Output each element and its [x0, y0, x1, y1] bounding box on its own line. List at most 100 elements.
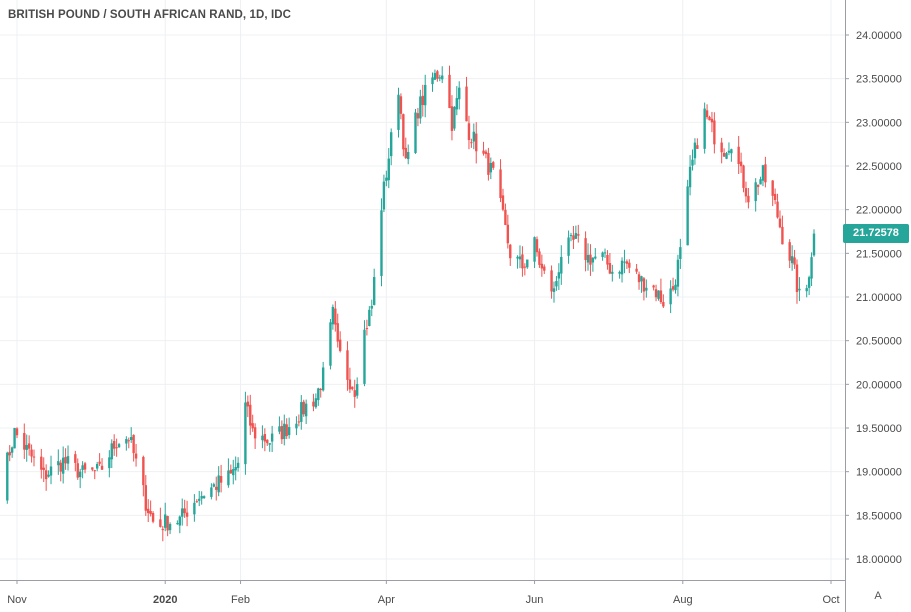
candle-body	[744, 188, 748, 197]
candle-body	[812, 233, 816, 256]
candle-body	[421, 95, 424, 106]
candle-body	[202, 496, 206, 499]
auto-scale-button[interactable]: A	[874, 590, 882, 602]
candle-body	[66, 456, 70, 464]
candle-body	[219, 476, 223, 483]
candle-body	[217, 475, 220, 493]
candle-body	[47, 474, 50, 477]
candle-body	[227, 470, 230, 486]
candle-body	[125, 438, 128, 444]
candle-body	[618, 271, 621, 274]
candle-body	[441, 75, 444, 80]
candle-body	[331, 306, 335, 325]
price-axis-label: 22.50000	[856, 161, 902, 173]
candle-body	[693, 142, 697, 159]
candle-body	[147, 508, 150, 514]
candle-body	[710, 118, 714, 123]
candle-body	[314, 398, 318, 408]
candle-body	[195, 501, 199, 503]
candle-body	[115, 447, 118, 449]
last-price-label: 21.72578	[843, 224, 909, 243]
candle-body	[13, 427, 16, 449]
candle-body	[722, 152, 726, 157]
candle-body	[516, 256, 519, 259]
candle-body	[645, 287, 648, 291]
candle-body	[795, 264, 799, 293]
candle-body	[372, 277, 376, 305]
candle-body	[448, 74, 451, 108]
candle-body	[108, 457, 111, 469]
price-axis-label: 21.00000	[856, 292, 902, 304]
price-axis-label: 18.50000	[856, 510, 902, 522]
candle-body	[81, 465, 84, 470]
candle-body	[671, 286, 675, 290]
candle-body	[465, 86, 468, 122]
candle-body	[676, 259, 680, 287]
candle-body	[781, 226, 784, 245]
candle-body	[176, 523, 179, 525]
candle-body	[234, 466, 237, 471]
candle-body	[302, 401, 305, 415]
candle-body	[83, 463, 87, 470]
candle-body	[287, 427, 291, 436]
candle-body	[635, 268, 638, 272]
candle-body	[776, 201, 779, 218]
candle-body	[482, 150, 485, 154]
candle-body	[159, 519, 162, 527]
candle-body	[688, 166, 692, 188]
candle-body	[810, 257, 813, 279]
candle-body	[25, 444, 28, 450]
candle-body	[540, 263, 544, 269]
candle-body	[523, 266, 527, 268]
candle-body	[535, 239, 539, 253]
candle-body	[49, 466, 53, 476]
candle-body	[754, 182, 757, 202]
candle-body	[506, 224, 510, 244]
candle-body	[200, 496, 203, 499]
candle-body	[662, 302, 665, 307]
candle-body	[161, 529, 164, 531]
candle-body	[761, 165, 765, 181]
candle-body	[419, 96, 422, 119]
candle-body	[730, 149, 733, 154]
candle-body	[42, 467, 45, 470]
candle-body	[557, 272, 561, 279]
candle-body	[61, 457, 65, 474]
candle-body	[127, 440, 130, 442]
candle-body	[215, 486, 218, 490]
candle-body	[117, 444, 121, 448]
candle-body	[560, 256, 563, 274]
candle-body	[249, 404, 252, 426]
candle-body	[424, 84, 427, 106]
time-axis-label: Aug	[673, 594, 693, 606]
candle-body	[334, 308, 337, 325]
candle-body	[594, 256, 597, 259]
candle-body	[472, 131, 476, 142]
candle-body	[470, 142, 473, 144]
candle-body	[198, 498, 201, 501]
candle-body	[552, 288, 556, 292]
candle-body	[319, 389, 322, 391]
candle-body	[467, 123, 471, 141]
candle-body	[261, 435, 264, 441]
candle-body	[713, 120, 716, 145]
candle-body	[533, 237, 536, 262]
time-axis-label: Feb	[231, 594, 250, 606]
candle-body	[297, 421, 301, 423]
candle-body	[57, 461, 60, 466]
candle-body	[130, 437, 133, 440]
candle-body	[348, 379, 352, 390]
candle-body	[368, 309, 371, 326]
candle-body	[807, 277, 811, 288]
candle-body	[521, 254, 524, 269]
candle-body	[453, 106, 456, 129]
candle-body	[414, 112, 417, 153]
candle-body	[611, 271, 614, 274]
candle-body	[679, 247, 682, 259]
candle-body	[407, 152, 410, 160]
candle-body	[98, 461, 101, 464]
candle-body	[657, 290, 660, 299]
candle-body	[608, 263, 612, 274]
candle-body	[526, 259, 529, 268]
